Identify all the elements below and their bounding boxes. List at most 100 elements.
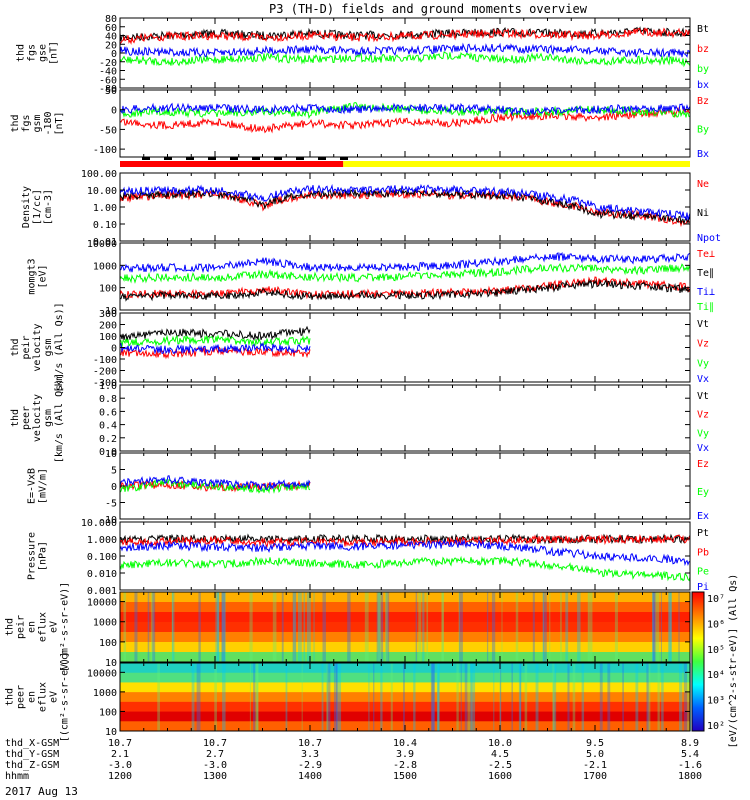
spectrogram-streak [221,592,226,662]
spectrogram-band [120,711,690,722]
spectrogram-streak [413,663,416,731]
spectrogram-streak [215,592,220,662]
spectrogram-streak [217,592,220,662]
spectrogram-streak [683,663,688,731]
series-bx [119,42,691,58]
spectrogram-streak [499,663,502,731]
colorbar-tick-label: 10⁷ [707,594,725,605]
y-tick-label: -80 [99,84,117,95]
x-tick-label: 1800 [678,771,702,782]
legend-entry: Te∥ [697,268,714,279]
x-row-label: hhmm [5,771,29,782]
spectrogram-streak [191,663,195,731]
y-axis-label: [km/s (All Qs)] [54,302,65,392]
y-tick-label: 0.010 [87,569,117,580]
y-tick-label: 0.2 [99,434,117,445]
y-tick-label: 300 [99,309,117,320]
spectrogram-streak [253,663,256,731]
spectrogram-streak [364,592,369,662]
spectrogram-band [120,622,690,633]
x-tick-label: 1200 [108,771,132,782]
colorbar-gradient [691,591,705,732]
y-axis-label: Density [21,186,32,228]
y-tick-label: -100 [93,145,117,156]
colorbar-tick-label: 10³ [707,696,725,707]
spectrogram-streak [380,663,383,731]
y-axis-label: eV [49,691,60,703]
spectrogram-streak [384,592,388,662]
spectrogram-streak [635,663,639,731]
colorbar-tick-label: 10² [707,721,725,732]
series-Ti∥ [119,262,691,284]
y-tick-label: 0.001 [87,586,117,597]
spectrogram-streak [511,663,513,731]
spectrogram-streak [486,592,489,662]
y-tick-label: 50 [105,86,117,97]
y-tick-label: 100 [99,284,117,295]
spectrogram-streak [614,592,618,662]
status-tick [296,157,304,160]
spectrogram-streak [470,663,473,731]
y-tick-label: 0 [111,344,117,355]
spectrogram-streak [152,592,156,662]
spectrogram-streak [415,592,418,662]
spectrogram-band [120,612,690,623]
y-tick-label: 10.00 [87,186,117,197]
legend-entry: Te⊥ [697,249,715,260]
legend-entry: Pb [697,547,709,558]
y-axis-label: [eV] [38,264,49,288]
y-axis-label: E=-VxB [27,468,38,504]
status-tick [252,157,260,160]
x-row-label: thd_Z-GSM [5,760,59,771]
legend-entry: bz [697,44,709,55]
spectrogram-streak [458,592,460,662]
y-tick-label: 1000 [93,261,117,272]
y-axis-label: velocity [32,323,43,371]
spectrogram-streak [403,663,405,731]
y-tick-label: 0.01 [93,237,117,248]
y-axis-label: gsm [32,114,43,132]
legend-entry: Bx [697,149,709,160]
y-axis-label: en [27,621,38,633]
legend-entry: Npot [697,233,721,244]
y-tick-label: 100 [99,332,117,343]
spectrogram-band [120,682,690,693]
spectrogram-streak [306,592,311,662]
mode-status-bar [120,157,690,167]
y-axis-label: thd [10,114,21,132]
legend-entry: Ti∥ [697,302,714,313]
series-Vx [119,341,311,355]
spectrogram-streak [532,592,535,662]
spectrogram-streak [313,592,315,662]
y-axis-label: eflux [38,612,49,642]
x-axis: thd_X-GSM 10.7 10.7 10.7 10.4 10.0 9.5 8.9 thd_Y… [5,738,702,782]
y-axis-label: [nT] [54,111,65,135]
legend-entry: Ne [697,179,709,190]
y-tick-label: 0.4 [99,421,117,432]
y-tick-label: 10000 [87,668,117,679]
y-axis-label: [nPa] [38,541,49,571]
spectrogram-band [120,642,690,653]
y-tick-label: 10 [105,658,117,669]
legend-entry: Vy [697,358,709,369]
spectrogram-streak [198,592,201,662]
spectrogram-streak [647,663,651,731]
spectrogram-streak [669,592,672,662]
y-axis-label: eflux [38,682,49,712]
spectrogram-streak [460,663,462,731]
spectrogram-streak [607,663,611,731]
legend-entry: Pt [697,528,709,539]
legend-entry: Vy [697,428,709,439]
spectrogram-streak [196,663,201,731]
spectrogram-streak [567,663,570,731]
figure-title: P3 (TH-D) fields and ground moments over… [269,2,588,16]
spectrogram-streak [442,592,444,662]
spectrogram-band [120,632,690,643]
panel-peer_vel: 1.0 0.8 0.6 0.4 0.2 0.0 thd peer velocity gsm [km/… [10,373,709,463]
y-tick-label: 10 [105,306,117,317]
spectrogram-streak [437,663,440,731]
y-tick-label: 0 [111,482,117,493]
y-axis-label: fgs [21,114,32,132]
